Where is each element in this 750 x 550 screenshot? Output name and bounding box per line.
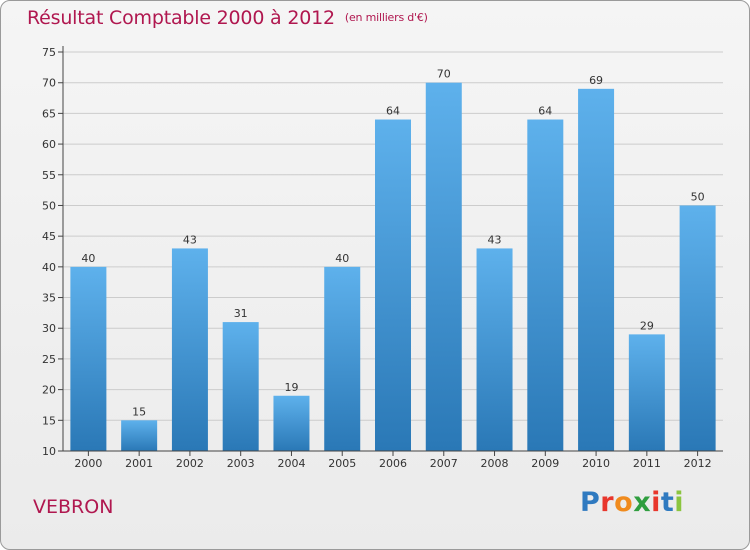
logo-letter: P <box>580 487 601 518</box>
x-tick-label: 2008 <box>481 457 509 470</box>
bar-value-label: 15 <box>132 405 146 418</box>
logo-letter: t <box>660 487 675 518</box>
x-tick-label: 2010 <box>582 457 610 470</box>
logo-letter: x <box>633 487 652 518</box>
commune-name: VEBRON <box>33 496 114 518</box>
y-tick-label: 40 <box>42 261 56 274</box>
bar-value-label: 19 <box>284 381 298 394</box>
bar-value-label: 50 <box>691 190 705 203</box>
bar <box>425 82 462 451</box>
bar <box>679 205 716 451</box>
y-tick-label: 75 <box>42 46 56 59</box>
bar-value-label: 40 <box>335 252 349 265</box>
bars <box>70 82 716 452</box>
x-tick-label: 2005 <box>328 457 356 470</box>
bar-value-label: 64 <box>538 105 552 118</box>
chart-title: Résultat Comptable 2000 à 2012 (en millie… <box>27 7 428 29</box>
bar <box>628 334 665 451</box>
x-tick-label: 2006 <box>379 457 407 470</box>
bar <box>121 420 158 451</box>
logo-letter: o <box>614 487 634 518</box>
bar-value-label: 29 <box>640 319 654 332</box>
bar-value-label: 40 <box>81 252 95 265</box>
y-tick-label: 35 <box>42 292 56 305</box>
x-tick-label: 2001 <box>125 457 153 470</box>
y-tick-label: 60 <box>42 138 56 151</box>
bar <box>527 119 564 452</box>
bar <box>578 88 615 451</box>
x-tick-label: 2012 <box>684 457 712 470</box>
y-tick-label: 20 <box>42 384 56 397</box>
bar <box>476 248 513 451</box>
chart-unit: (en milliers d'€) <box>344 11 428 24</box>
chart-title-text: Résultat Comptable 2000 à 2012 <box>27 7 335 29</box>
y-tick-label: 10 <box>42 445 56 458</box>
logo-letter: i <box>651 487 661 518</box>
bar-value-label: 70 <box>437 68 451 81</box>
y-tick-label: 70 <box>42 77 56 90</box>
bar-value-label: 64 <box>386 105 400 118</box>
proxiti-logo: Proxiti <box>580 487 684 518</box>
bar <box>222 322 259 451</box>
y-tick-label: 45 <box>42 230 56 243</box>
x-tick-label: 2009 <box>531 457 559 470</box>
bar-value-label: 43 <box>183 233 197 246</box>
bar-value-label: 69 <box>589 74 603 87</box>
y-tick-label: 30 <box>42 322 56 335</box>
bar-value-label: 43 <box>488 233 502 246</box>
y-tick-label: 50 <box>42 199 56 212</box>
x-tick-label: 2000 <box>74 457 102 470</box>
y-tick-label: 55 <box>42 169 56 182</box>
bar-value-label: 31 <box>234 307 248 320</box>
labels: 10 15 20 25 30 35 40 45 50 55 60 65 70 75 40 2000 15 2001… <box>42 46 712 470</box>
logo-letter: r <box>600 487 615 518</box>
y-tick-label: 15 <box>42 414 56 427</box>
bar <box>324 266 361 451</box>
axes <box>58 46 723 456</box>
logo-letter: i <box>674 487 685 518</box>
bar <box>171 248 208 451</box>
x-tick-label: 2007 <box>430 457 458 470</box>
x-tick-label: 2011 <box>633 457 661 470</box>
x-tick-label: 2003 <box>227 457 255 470</box>
bar <box>273 395 310 451</box>
x-tick-label: 2004 <box>277 457 305 470</box>
x-tick-label: 2002 <box>176 457 204 470</box>
bar <box>70 266 107 451</box>
y-tick-label: 25 <box>42 353 56 366</box>
bar <box>375 119 411 452</box>
y-tick-label: 65 <box>42 107 56 120</box>
